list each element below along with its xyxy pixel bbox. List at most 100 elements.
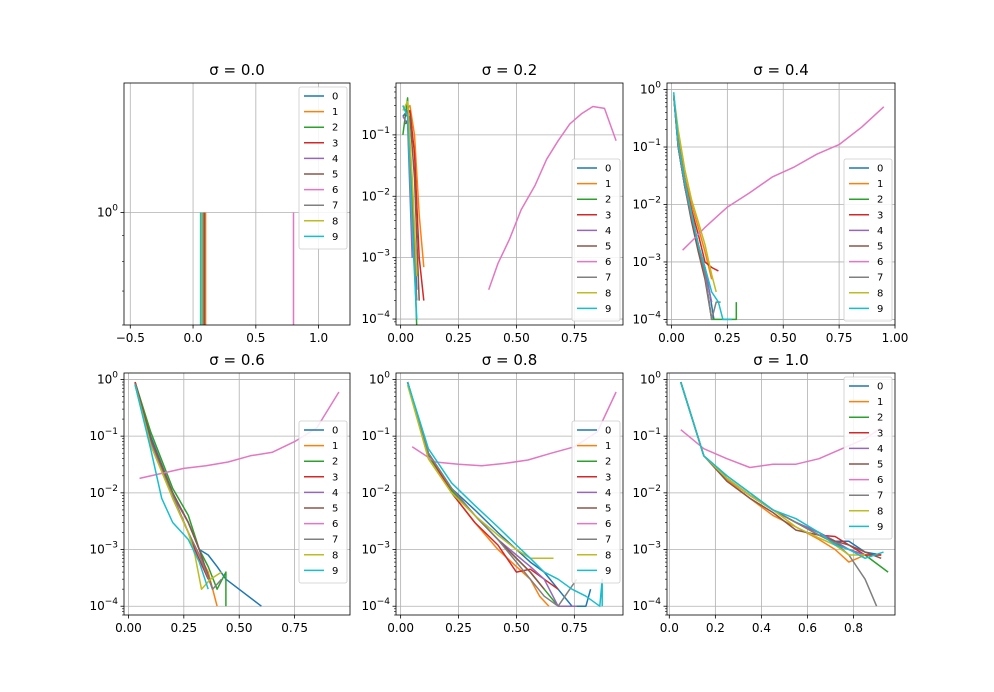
y-tick-label: 100 bbox=[640, 370, 661, 386]
y-tick-label: 10−1 bbox=[361, 126, 390, 142]
y-tick-label: 10−4 bbox=[632, 597, 661, 613]
y-tick-label: 10−4 bbox=[89, 597, 118, 613]
legend-label: 2 bbox=[605, 457, 611, 468]
legend-label: 2 bbox=[877, 413, 883, 424]
y-tick-label: 10−4 bbox=[632, 310, 661, 326]
axes-frame bbox=[666, 82, 896, 326]
subplot-title: σ = 0.8 bbox=[482, 351, 537, 369]
legend: 0 1 2 3 4 5 6 7 8 9 bbox=[571, 420, 621, 584]
x-tick-label: 0.0 bbox=[660, 621, 679, 635]
legend-label: 7 bbox=[605, 273, 611, 284]
legend-label: 4 bbox=[332, 488, 338, 499]
subplot-title: σ = 0.4 bbox=[753, 61, 808, 79]
series-line-1 bbox=[406, 381, 550, 607]
series-line-4 bbox=[680, 381, 866, 556]
y-tick-label: 10−1 bbox=[361, 427, 390, 443]
series-line-8 bbox=[134, 384, 222, 590]
legend-label: 1 bbox=[332, 441, 338, 452]
legend-label: 6 bbox=[877, 257, 883, 268]
series-line-9 bbox=[672, 92, 732, 321]
legend-label: 8 bbox=[332, 216, 338, 227]
series-line-2 bbox=[134, 381, 227, 607]
y-tick-label: 10−1 bbox=[89, 427, 118, 443]
axes-frame bbox=[123, 82, 351, 326]
legend-label: 5 bbox=[605, 242, 611, 253]
x-tick-label: 0.00 bbox=[658, 331, 685, 345]
y-tick-label: 10−3 bbox=[89, 541, 118, 557]
series-line-9 bbox=[134, 384, 209, 590]
x-tick-label: 0.25 bbox=[714, 331, 741, 345]
y-tick-label: 100 bbox=[97, 203, 118, 219]
subplot-0: −0.5 0.0 0.5 1.0 100 σ = 0.0 0 1 2 3 4 5 6 7 8 9 bbox=[97, 61, 351, 345]
x-tick-label: 0.50 bbox=[503, 331, 530, 345]
legend-label: 3 bbox=[332, 472, 338, 483]
x-tick-label: −0.5 bbox=[116, 331, 145, 345]
legend-label: 1 bbox=[877, 397, 883, 408]
legend-label: 1 bbox=[877, 179, 883, 190]
axes-frame bbox=[395, 82, 624, 326]
series-group bbox=[672, 92, 885, 321]
x-tick-label: 0.75 bbox=[281, 621, 308, 635]
legend-label: 6 bbox=[332, 519, 338, 530]
legend-label: 0 bbox=[605, 164, 611, 175]
y-tick-label: 10−2 bbox=[632, 484, 661, 500]
x-tick-label: 0.50 bbox=[503, 621, 530, 635]
y-tick-label: 100 bbox=[97, 370, 118, 386]
legend-label: 9 bbox=[605, 566, 611, 577]
series-line-8 bbox=[680, 381, 866, 556]
legend-label: 5 bbox=[877, 460, 883, 471]
subplot-2: 0.00 0.25 0.50 0.75 1.00 10−4 10−3 10−2 10−1 100 σ… bbox=[632, 61, 908, 345]
series-line-6 bbox=[487, 105, 617, 291]
legend-label: 3 bbox=[877, 428, 883, 439]
legend-label: 2 bbox=[877, 195, 883, 206]
x-tick-label: 0.5 bbox=[246, 331, 265, 345]
y-tick-label: 100 bbox=[369, 370, 390, 386]
x-tick-label: 0.25 bbox=[445, 331, 472, 345]
series-line-4 bbox=[406, 381, 577, 607]
y-tick-label: 100 bbox=[640, 81, 661, 97]
series-group bbox=[680, 381, 889, 607]
y-tick-label: 10−3 bbox=[632, 541, 661, 557]
series-group bbox=[402, 97, 617, 325]
x-tick-label: 0.75 bbox=[561, 331, 588, 345]
series-group bbox=[406, 381, 617, 607]
legend-label: 4 bbox=[605, 226, 611, 237]
legend-label: 7 bbox=[877, 273, 883, 284]
series-line-8 bbox=[406, 384, 554, 560]
subplot-title: σ = 0.6 bbox=[209, 351, 264, 369]
y-tick-label: 10−1 bbox=[632, 138, 661, 154]
legend-label: 7 bbox=[877, 491, 883, 502]
axes-frame bbox=[666, 372, 896, 616]
legend-label: 4 bbox=[332, 154, 338, 165]
legend-label: 1 bbox=[605, 441, 611, 452]
series-line-8 bbox=[672, 95, 717, 293]
legend: 0 1 2 3 4 5 6 7 8 9 bbox=[843, 158, 893, 322]
x-tick-label: 0.00 bbox=[115, 621, 142, 635]
axes-frame bbox=[395, 372, 624, 616]
legend-label: 9 bbox=[605, 304, 611, 315]
subplot-title: σ = 0.2 bbox=[482, 61, 537, 79]
series-line-9 bbox=[402, 105, 418, 320]
legend: 0 1 2 3 4 5 6 7 8 9 bbox=[298, 86, 348, 250]
y-tick-label: 10−3 bbox=[632, 253, 661, 269]
x-tick-label: 0.25 bbox=[445, 621, 472, 635]
series-line-7 bbox=[134, 383, 223, 590]
legend-label: 0 bbox=[877, 382, 883, 393]
legend-label: 8 bbox=[877, 506, 883, 517]
series-line-5 bbox=[680, 381, 882, 559]
legend-label: 3 bbox=[877, 210, 883, 221]
legend-label: 6 bbox=[332, 185, 338, 196]
legend-label: 8 bbox=[605, 288, 611, 299]
x-tick-label: 0.0 bbox=[184, 331, 203, 345]
x-tick-label: 0.00 bbox=[387, 621, 414, 635]
x-tick-label: 0.2 bbox=[706, 621, 725, 635]
subplot-title: σ = 0.0 bbox=[209, 61, 264, 79]
x-tick-label: 0.6 bbox=[798, 621, 817, 635]
x-tick-label: 0.8 bbox=[844, 621, 863, 635]
legend-label: 0 bbox=[332, 92, 338, 103]
y-tick-label: 10−2 bbox=[361, 187, 390, 203]
legend-label: 9 bbox=[332, 232, 338, 243]
legend-label: 3 bbox=[605, 472, 611, 483]
legend-label: 2 bbox=[332, 123, 338, 134]
